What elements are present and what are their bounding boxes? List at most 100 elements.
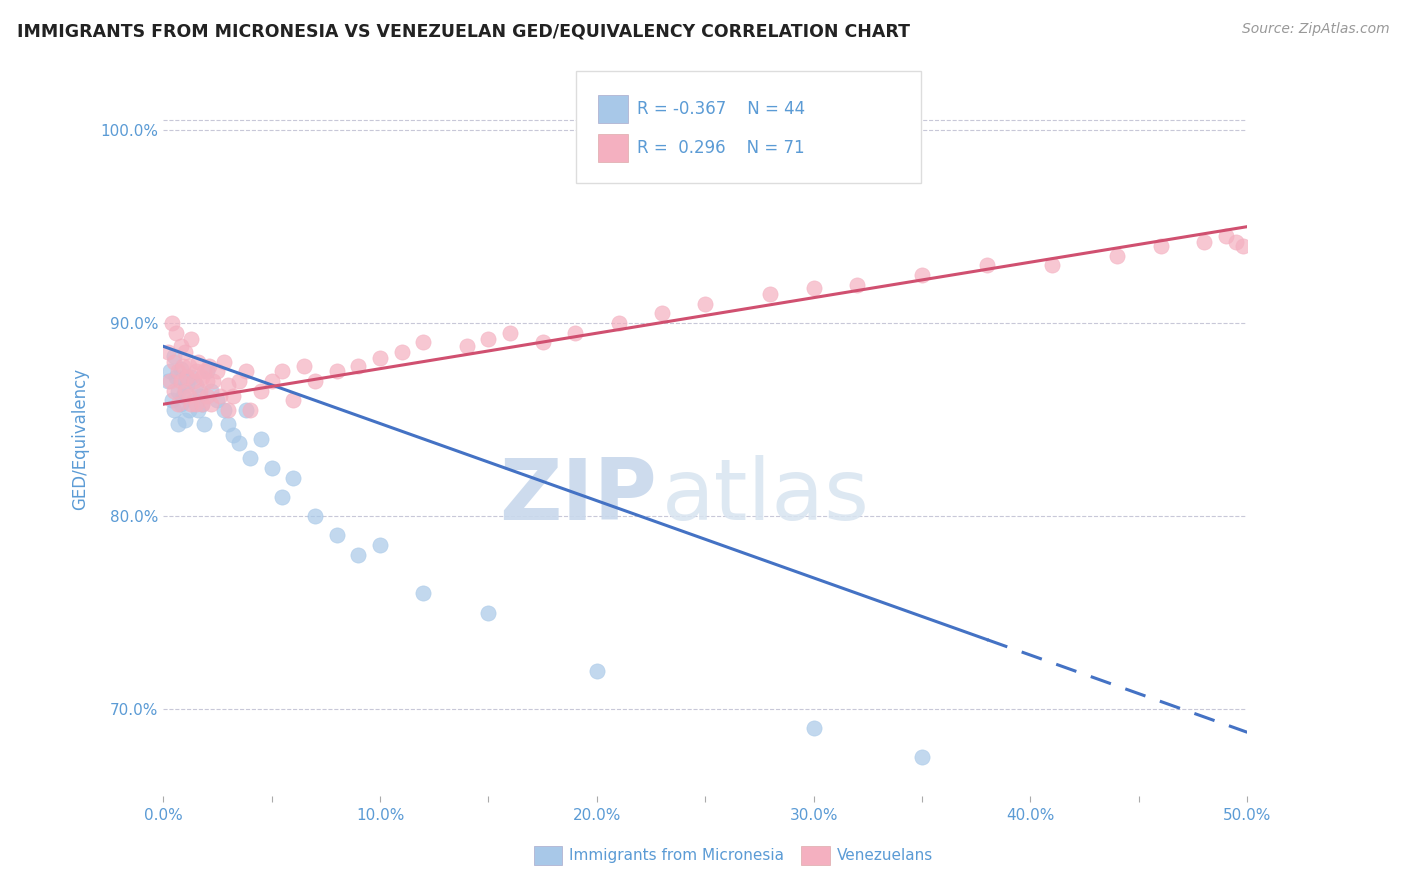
Point	[207, 364, 229, 378]
Point	[759, 287, 782, 301]
Point	[188, 389, 211, 403]
Point	[651, 306, 673, 320]
Point	[160, 393, 183, 408]
Point	[249, 432, 271, 446]
Point	[179, 389, 201, 403]
Point	[187, 355, 209, 369]
Point	[184, 364, 207, 378]
Point	[239, 403, 262, 417]
Point	[159, 364, 181, 378]
Point	[212, 355, 235, 369]
Point	[221, 428, 243, 442]
Point	[159, 374, 181, 388]
Point	[202, 374, 225, 388]
Point	[176, 370, 198, 384]
Point	[228, 435, 250, 450]
Point	[347, 359, 370, 373]
Point	[169, 339, 191, 353]
Point	[183, 374, 205, 388]
Point	[207, 393, 229, 408]
Point	[1232, 239, 1254, 253]
Y-axis label: GED/Equivalency: GED/Equivalency	[72, 368, 89, 510]
Point	[1107, 249, 1129, 263]
Point	[167, 397, 190, 411]
Point	[304, 374, 326, 388]
Point	[193, 417, 215, 431]
Point	[169, 374, 191, 388]
Point	[167, 417, 190, 431]
Point	[564, 326, 586, 340]
Point	[368, 351, 391, 365]
Point	[260, 374, 283, 388]
Point	[456, 339, 478, 353]
Point	[200, 384, 222, 398]
Point	[191, 397, 214, 411]
Point	[163, 403, 186, 417]
Point	[239, 451, 262, 466]
Point	[184, 397, 207, 411]
Point	[911, 750, 934, 764]
Point	[412, 586, 434, 600]
Text: R = -0.367    N = 44: R = -0.367 N = 44	[637, 100, 806, 118]
Point	[235, 403, 257, 417]
Point	[217, 403, 239, 417]
Point	[165, 326, 187, 340]
Point	[176, 378, 198, 392]
Point	[217, 417, 239, 431]
Point	[156, 345, 179, 359]
Point	[195, 389, 218, 403]
Text: ZIP: ZIP	[499, 455, 657, 538]
Point	[212, 403, 235, 417]
Point	[347, 548, 370, 562]
Point	[271, 364, 294, 378]
Point	[156, 374, 179, 388]
Point	[976, 258, 998, 272]
Point	[695, 297, 717, 311]
Point	[292, 359, 315, 373]
Point	[167, 364, 190, 378]
Point	[163, 355, 186, 369]
Point	[174, 345, 197, 359]
Point	[271, 490, 294, 504]
Point	[911, 268, 934, 282]
Point	[160, 316, 183, 330]
Point	[304, 509, 326, 524]
Point	[172, 359, 194, 373]
Point	[174, 374, 197, 388]
Point	[169, 362, 191, 376]
Point	[235, 364, 257, 378]
Text: atlas: atlas	[662, 455, 870, 538]
Point	[499, 326, 522, 340]
Point	[1215, 229, 1237, 244]
Point	[803, 281, 825, 295]
Point	[531, 335, 554, 350]
Point	[325, 364, 347, 378]
Point	[283, 470, 305, 484]
Point	[195, 374, 218, 388]
Point	[180, 370, 202, 384]
Point	[163, 384, 186, 398]
Point	[221, 389, 243, 403]
Point	[163, 349, 186, 363]
Point	[197, 359, 219, 373]
Point	[228, 374, 250, 388]
Point	[391, 345, 413, 359]
Point	[165, 370, 187, 384]
Point	[191, 370, 214, 384]
Point	[188, 384, 211, 398]
Point	[174, 384, 197, 398]
Point	[283, 393, 305, 408]
Point	[193, 364, 215, 378]
Point	[191, 397, 214, 411]
Point	[195, 364, 218, 378]
Point	[179, 359, 201, 373]
Point	[846, 277, 869, 292]
Point	[208, 389, 231, 403]
Point	[180, 397, 202, 411]
Point	[607, 316, 630, 330]
Point	[477, 332, 499, 346]
Point	[477, 606, 499, 620]
Point	[803, 722, 825, 736]
Point	[180, 332, 202, 346]
Point	[169, 397, 191, 411]
